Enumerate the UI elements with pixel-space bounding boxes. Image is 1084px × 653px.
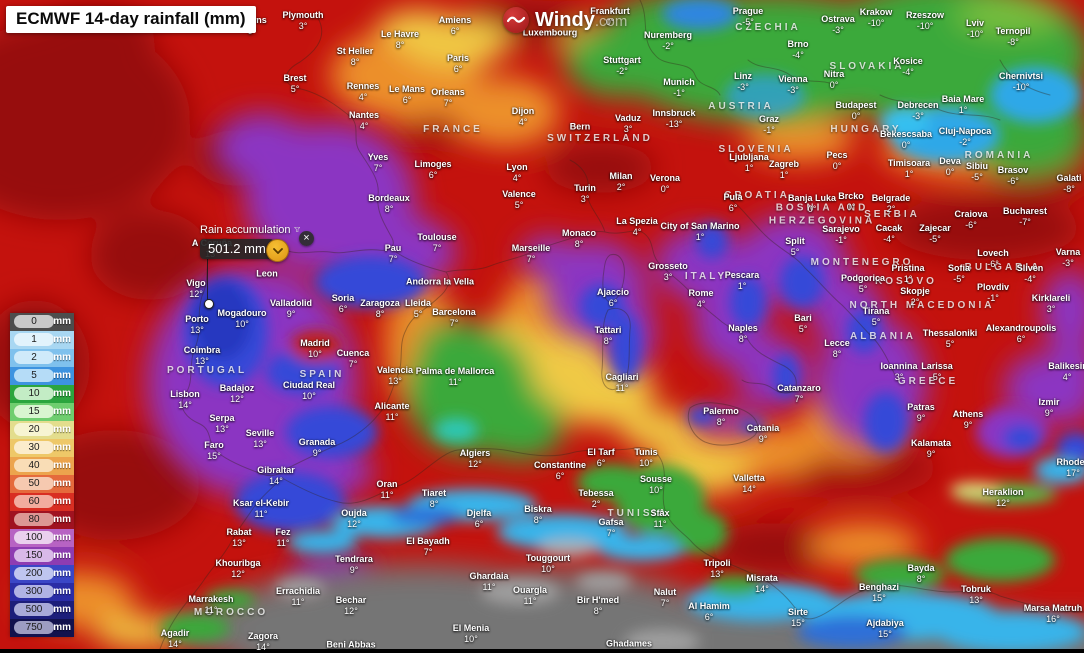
legend-unit: mm bbox=[53, 406, 71, 417]
popup-title: Rain accumulation bbox=[200, 224, 291, 236]
rain-accumulation-popup: Rain accumulation × 501.2 mm bbox=[200, 224, 314, 262]
picker-leader-line bbox=[207, 259, 208, 300]
legend-value: 50 bbox=[14, 477, 54, 490]
legend-row: 15 mm bbox=[10, 403, 74, 421]
legend-unit: mm bbox=[53, 388, 71, 399]
legend-unit: mm bbox=[53, 442, 71, 453]
legend-unit: mm bbox=[53, 460, 71, 471]
legend-unit: mm bbox=[53, 550, 71, 561]
popup-value[interactable]: 501.2 mm bbox=[200, 239, 274, 259]
legend-value: 40 bbox=[14, 459, 54, 472]
legend-value: 20 bbox=[14, 423, 54, 436]
legend-value: 150 bbox=[14, 549, 54, 562]
legend-row: 50 mm bbox=[10, 475, 74, 493]
legend-unit: mm bbox=[53, 424, 71, 435]
windy-logo-suffix: .com bbox=[594, 12, 628, 30]
picker-marker-dot[interactable] bbox=[204, 299, 214, 309]
windy-logo-text: Windy bbox=[535, 8, 595, 31]
legend-row: 10 mm bbox=[10, 385, 74, 403]
legend-row: 750 mm bbox=[10, 619, 74, 637]
windy-logo[interactable]: Windy.com bbox=[503, 7, 627, 33]
legend-unit: mm bbox=[53, 514, 71, 525]
legend-row: 100 mm bbox=[10, 529, 74, 547]
legend-value: 15 bbox=[14, 405, 54, 418]
legend-unit: mm bbox=[53, 334, 71, 345]
legend-unit: mm bbox=[53, 316, 71, 327]
legend-row: 30 mm bbox=[10, 439, 74, 457]
legend-value: 60 bbox=[14, 495, 54, 508]
legend-unit: mm bbox=[53, 496, 71, 507]
legend-value: 5 bbox=[14, 369, 54, 382]
legend-value: 200 bbox=[14, 567, 54, 580]
legend-unit: mm bbox=[53, 622, 71, 633]
legend-unit: mm bbox=[53, 604, 71, 615]
legend-unit: mm bbox=[53, 586, 71, 597]
legend-unit: mm bbox=[53, 370, 71, 381]
popup-close-icon[interactable]: × bbox=[299, 231, 314, 246]
legend-row: 300 mm bbox=[10, 583, 74, 601]
legend-row: 5 mm bbox=[10, 367, 74, 385]
legend-row: 1 mm bbox=[10, 331, 74, 349]
rainfall-legend: 0 mm 1 mm 2 mm 5 mm 10 mm 15 mm 20 mm 30 mm 40 mm 50 mm 60 mm… bbox=[10, 313, 74, 637]
windy-logo-icon bbox=[503, 7, 529, 33]
legend-row: 40 mm bbox=[10, 457, 74, 475]
page-title: ECMWF 14-day rainfall (mm) bbox=[6, 6, 256, 33]
legend-row: 80 mm bbox=[10, 511, 74, 529]
legend-unit: mm bbox=[53, 352, 71, 363]
legend-value: 0 bbox=[14, 315, 54, 328]
legend-row: 20 mm bbox=[10, 421, 74, 439]
legend-row: 60 mm bbox=[10, 493, 74, 511]
legend-unit: mm bbox=[53, 532, 71, 543]
legend-value: 80 bbox=[14, 513, 54, 526]
legend-value: 750 bbox=[14, 621, 54, 634]
legend-value: 500 bbox=[14, 603, 54, 616]
legend-value: 30 bbox=[14, 441, 54, 454]
legend-value: 300 bbox=[14, 585, 54, 598]
legend-row: 0 mm bbox=[10, 313, 74, 331]
legend-row: 500 mm bbox=[10, 601, 74, 619]
legend-unit: mm bbox=[53, 478, 71, 489]
legend-unit: mm bbox=[53, 568, 71, 579]
legend-value: 10 bbox=[14, 387, 54, 400]
legend-row: 150 mm bbox=[10, 547, 74, 565]
rain-gauge-icon bbox=[293, 226, 300, 232]
legend-value: 2 bbox=[14, 351, 54, 364]
legend-value: 100 bbox=[14, 531, 54, 544]
legend-row: 200 mm bbox=[10, 565, 74, 583]
chevron-down-icon[interactable] bbox=[266, 239, 289, 262]
legend-value: 1 bbox=[14, 333, 54, 346]
legend-row: 2 mm bbox=[10, 349, 74, 367]
